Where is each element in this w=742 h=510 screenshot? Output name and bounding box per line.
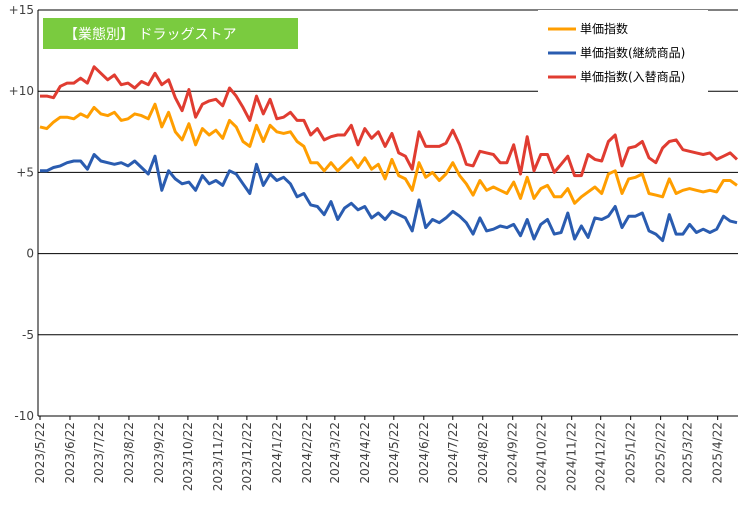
y-tick-label: +5	[16, 165, 34, 179]
x-tick-label: 2024/1/22	[270, 422, 284, 484]
x-tick-label: 2023/7/22	[92, 422, 106, 484]
x-tick-label: 2024/2/22	[300, 422, 314, 484]
x-tick-label: 2023/9/22	[152, 422, 166, 484]
legend-label-series-3: 単価指数(入替商品)	[580, 69, 685, 84]
series-line-2	[40, 153, 738, 243]
legend-label-series-2: 単価指数(継続商品)	[580, 45, 685, 60]
x-tick-label: 2024/3/22	[328, 422, 342, 484]
y-tick-label: -10	[14, 409, 34, 423]
series-line-1	[39, 102, 738, 205]
x-tick-label: 2025/2/22	[654, 422, 668, 484]
x-axis-ticks: 2023/5/22 2023/6/22 2023/7/22 2023/8/22 2023…	[33, 416, 725, 491]
chart-label-box: 【業態別】 ドラッグストア	[43, 18, 298, 49]
x-tick-label: 2024/12/22	[594, 422, 608, 491]
y-tick-label: 0	[26, 247, 34, 261]
y-tick-label: -5	[22, 328, 34, 342]
legend-label-series-1: 単価指数	[580, 21, 628, 36]
legend: 単価指数 単価指数(継続商品) 単価指数(入替商品)	[538, 10, 708, 95]
x-tick-label: 2025/1/22	[624, 422, 638, 484]
x-tick-label: 2025/4/22	[711, 422, 725, 484]
x-tick-label: 2024/4/22	[358, 422, 372, 484]
x-tick-label: 2023/10/22	[181, 422, 195, 491]
x-tick-label: 2024/10/22	[535, 422, 549, 491]
chart-label-text: 【業態別】 ドラッグストア	[64, 27, 236, 43]
series-line-3	[40, 65, 739, 178]
x-tick-label: 2024/8/22	[476, 422, 490, 484]
x-tick-label: 2024/7/22	[446, 422, 460, 484]
y-tick-label: +10	[9, 84, 34, 98]
x-tick-label: 2024/5/22	[387, 422, 401, 484]
x-tick-label: 2023/11/22	[211, 422, 225, 491]
x-tick-label: 2023/5/22	[33, 422, 47, 484]
x-tick-label: 2023/6/22	[63, 422, 77, 484]
series-lines	[39, 65, 739, 243]
x-tick-label: 2025/3/22	[681, 422, 695, 484]
x-tick-label: 2024/11/22	[565, 422, 579, 491]
x-tick-label: 2024/6/22	[417, 422, 431, 484]
chart-label-background	[43, 18, 298, 49]
y-axis-ticks: +15 +10 +5 0 -5 -10	[9, 3, 34, 423]
x-tick-label: 2023/8/22	[122, 422, 136, 484]
y-tick-label: +15	[9, 3, 34, 17]
x-tick-label: 2023/12/22	[240, 422, 254, 491]
x-tick-label: 2024/9/22	[506, 422, 520, 484]
